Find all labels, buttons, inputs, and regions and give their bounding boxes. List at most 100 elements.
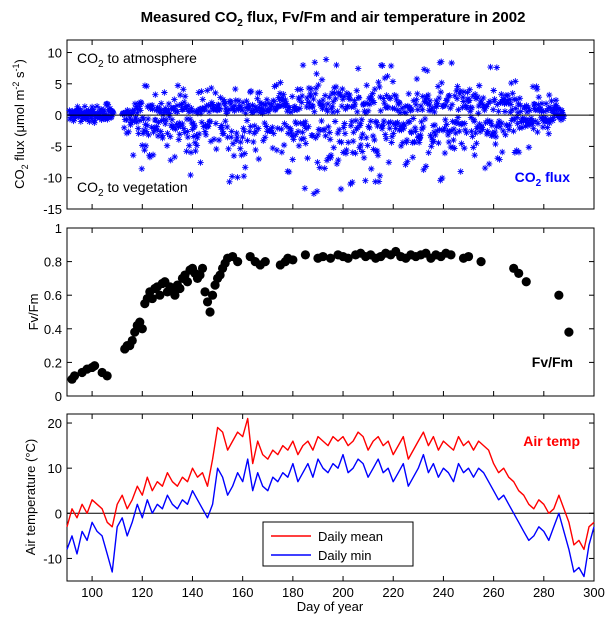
co2-flux-point <box>507 101 515 108</box>
co2-flux-point <box>556 112 564 120</box>
co2-flux-point <box>90 108 97 115</box>
co2-flux-point <box>433 103 440 110</box>
x-tick-label: 260 <box>483 585 505 600</box>
co2-flux-point <box>203 102 210 110</box>
co2-flux-point <box>329 108 337 116</box>
co2-flux-point <box>349 137 357 145</box>
co2-flux-point <box>446 92 453 99</box>
co2-flux-point <box>479 101 487 108</box>
co2-flux-point <box>494 121 502 128</box>
co2-flux-point <box>280 91 287 98</box>
co2-flux-point <box>259 108 267 116</box>
co2-flux-point <box>261 134 269 141</box>
co2-flux-point <box>420 166 427 173</box>
co2-flux-point <box>228 173 236 180</box>
co2-flux-point <box>463 129 470 136</box>
co2-flux-point <box>500 98 508 105</box>
co2-flux-point <box>176 91 184 99</box>
co2-flux-point <box>88 103 96 111</box>
co2-flux-point <box>181 93 189 100</box>
co2-flux-point <box>343 146 350 154</box>
co2-flux-point <box>413 96 420 103</box>
co2-flux-point <box>447 104 454 112</box>
co2-flux-point <box>106 105 114 112</box>
co2-flux-point <box>381 74 389 82</box>
co2-flux-point <box>412 128 419 135</box>
co2-flux-point <box>230 105 237 112</box>
co2-flux-point <box>476 82 483 89</box>
co2-flux-point <box>406 118 413 125</box>
co2-flux-point <box>466 86 473 93</box>
co2-flux-point <box>296 105 304 112</box>
co2-flux-point <box>391 91 398 99</box>
co2-flux-point <box>337 185 345 193</box>
co2-flux-point <box>441 125 448 132</box>
co2-flux-point <box>256 104 263 111</box>
co2-flux-point <box>477 97 485 104</box>
co2-flux-point <box>262 101 269 109</box>
co2-flux-point <box>360 100 367 108</box>
co2-flux-point <box>313 70 320 78</box>
co2-flux-point <box>529 120 536 127</box>
co2-flux-point <box>490 87 497 94</box>
co2-flux-point <box>278 149 286 156</box>
co2-flux-point <box>162 105 169 112</box>
fvfm-point <box>69 371 80 381</box>
fvfm-points <box>67 246 574 384</box>
co2-flux-point <box>494 101 501 108</box>
co2-flux-point <box>168 116 176 123</box>
co2-flux-point <box>354 108 361 116</box>
co2-flux-point <box>560 112 567 120</box>
co2-flux-point <box>537 106 544 113</box>
co2-flux-point <box>421 115 429 123</box>
co2-flux-point <box>270 130 277 137</box>
co2-flux-point <box>165 106 172 114</box>
co2-flux-point <box>305 123 312 130</box>
co2-flux-point <box>481 107 488 114</box>
fvfm-point <box>175 283 185 294</box>
co2-flux-point <box>515 148 523 156</box>
co2-flux-point <box>228 128 235 135</box>
co2-flux-point <box>237 103 245 111</box>
co2-flux-point <box>293 106 301 114</box>
co2-flux-point <box>502 131 509 138</box>
co2-flux-point <box>290 136 297 143</box>
co2-flux-point <box>226 178 233 186</box>
co2-flux-point <box>276 96 283 103</box>
co2-flux-point <box>534 120 542 127</box>
co2-flux-point <box>241 128 248 135</box>
co2-flux-point <box>298 92 306 100</box>
co2-flux-point <box>444 127 451 135</box>
co2-flux-point <box>359 130 366 138</box>
co2-flux-point <box>352 117 360 124</box>
co2-flux-point <box>69 109 77 116</box>
co2-flux-point <box>362 177 369 184</box>
co2-flux-point <box>415 139 423 146</box>
co2-flux-point <box>323 157 331 164</box>
co2-flux-point <box>435 139 442 147</box>
co2-flux-point <box>212 120 220 127</box>
co2-flux-point <box>429 105 436 112</box>
co2-flux-point <box>355 94 363 102</box>
co2-flux-point <box>87 108 95 116</box>
co2-flux-point <box>516 95 524 102</box>
co2-flux-point <box>542 100 550 107</box>
co2-flux-point <box>148 123 155 131</box>
co2-flux-point <box>143 83 150 90</box>
co2-flux-point <box>414 106 421 113</box>
co2-flux-point <box>141 82 149 89</box>
co2-flux-point <box>420 66 428 73</box>
fvfm-point <box>521 277 531 287</box>
y-tick-label: 20 <box>48 416 62 431</box>
co2-flux-point <box>526 107 534 114</box>
co2-flux-point <box>474 123 481 130</box>
co2-flux-point <box>441 149 449 157</box>
co2-flux-point <box>428 134 435 142</box>
co2-flux-point <box>242 164 249 171</box>
co2-flux-point <box>249 101 256 109</box>
co2-flux-point <box>234 174 241 181</box>
co2-flux-point <box>287 109 295 116</box>
co2-flux-point <box>82 114 89 121</box>
co2-flux-point <box>205 108 213 115</box>
co2-flux-point <box>181 99 188 106</box>
